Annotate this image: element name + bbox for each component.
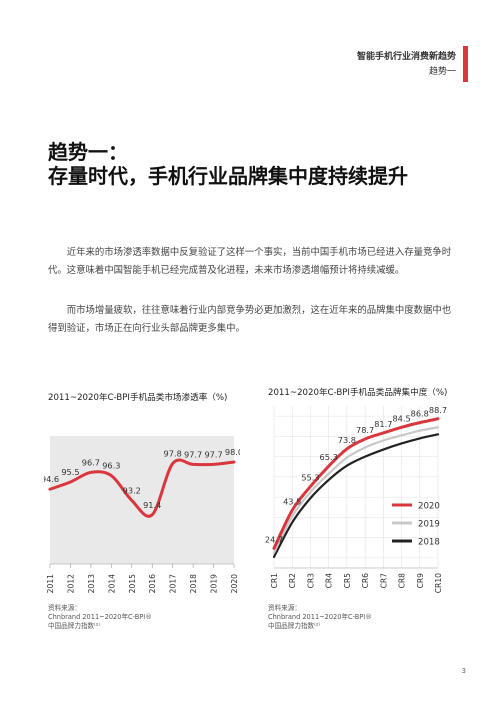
legend-label-2020: 2020	[418, 502, 440, 512]
data-label: 84.5	[392, 413, 410, 423]
data-label: 94.6	[44, 474, 59, 484]
x-tick-label: CR1	[270, 573, 279, 589]
x-tick-label: 2020	[230, 574, 239, 593]
penetration-line	[48, 458, 236, 518]
x-tick-label: CR10	[434, 573, 443, 593]
penetration-chart: 94.695.596.796.393.291.497.897.797.798.0…	[44, 436, 240, 593]
data-label: 98.0	[225, 447, 240, 457]
header-title: 智能手机行业消费新趋势	[356, 52, 456, 62]
x-tick-label: 2014	[107, 574, 116, 593]
data-label: 96.3	[102, 461, 120, 471]
chart2-source-label: 资料来源：	[268, 604, 301, 612]
data-label: 73.8	[338, 435, 356, 445]
x-tick-label: CR2	[288, 573, 297, 589]
x-tick-label: CR7	[379, 573, 388, 589]
x-tick-label: 2012	[66, 574, 75, 593]
heading-line-2: 存量时代，手机行业品牌集中度持续提升	[48, 164, 408, 188]
data-label: 93.2	[123, 485, 141, 495]
x-tick-label: 2018	[189, 574, 198, 593]
x-tick-label: 2016	[148, 574, 157, 593]
chart1-source-line1: Chnbrand 2011~2020年C-BPI®	[48, 613, 152, 621]
x-tick-label: CR8	[398, 573, 407, 589]
data-label: 97.7	[184, 449, 202, 459]
chart2-title: 2011~2020年C-BPI手机品类品牌集中度（%)	[268, 388, 448, 398]
x-tick-label: 2013	[87, 574, 96, 593]
series-line-2020	[272, 417, 440, 550]
paragraph-1: 近年来的市场渗透率数据中反复验证了这样一个事实，当前中国手机市场已经进入存量竞争…	[48, 247, 452, 276]
page-header: 智能手机行业消费新趋势 趋势一	[357, 50, 456, 80]
series-line-2018	[272, 433, 440, 558]
data-label: 97.7	[204, 449, 222, 459]
data-label: 86.8	[411, 409, 429, 419]
chart1-source-line2: 中国品牌力指数⁽²⁾	[48, 622, 101, 630]
x-tick-label: 2017	[169, 574, 178, 593]
x-tick-label: 2019	[210, 574, 219, 593]
paragraph-2: 而市场增量疲软，往往意味着行业内部竞争势必更加激烈，这在近年来的品牌集中度数据中…	[48, 305, 452, 334]
header-subtitle: 趋势一	[428, 67, 456, 77]
data-label: 78.7	[356, 425, 374, 435]
x-tick-label: CR3	[306, 573, 315, 589]
data-label: 97.8	[164, 449, 182, 459]
chart2-source-line2: 中国品牌力指数⁽²⁾	[268, 622, 321, 630]
chart1-title: 2011~2020年C-BPI手机品类市场渗透率（%)	[48, 393, 228, 403]
data-label: 88.7	[429, 405, 447, 415]
data-label: 65.3	[320, 452, 338, 462]
data-label: 91.4	[143, 500, 161, 510]
x-tick-label: CR6	[361, 573, 370, 589]
series-line-2019	[272, 426, 440, 554]
chart2-source: 资料来源： Chnbrand 2011~2020年C-BPI® 中国品牌力指数⁽…	[268, 604, 372, 631]
data-label: 43.5	[283, 496, 301, 506]
plot-band	[50, 436, 234, 564]
data-label: 96.7	[82, 457, 100, 467]
data-label: 95.5	[61, 467, 79, 477]
chart1-source-label: 资料来源：	[48, 604, 81, 612]
data-label: 55.3	[301, 472, 319, 482]
header-accent-bar	[463, 46, 468, 82]
x-tick-label: 2015	[128, 574, 137, 593]
legend-label-2018: 2018	[418, 538, 440, 548]
page-number: 3	[461, 667, 466, 675]
legend-label-2019: 2019	[418, 520, 440, 530]
section-heading: 趋势一： 存量时代，手机行业品牌集中度持续提升	[48, 140, 408, 188]
chart1-source: 资料来源： Chnbrand 2011~2020年C-BPI® 中国品牌力指数⁽…	[48, 604, 152, 631]
data-label: 81.7	[374, 419, 392, 429]
data-label: 24.7	[265, 534, 283, 544]
x-tick-label: CR5	[343, 573, 352, 589]
x-tick-label: CR9	[416, 573, 425, 589]
concentration-chart: 24.7 43.5 55.365.373.878.781.784.5 86.8 88.7…	[265, 405, 447, 593]
x-tick-label: 2011	[46, 574, 55, 593]
heading-line-1: 趋势一：	[48, 140, 128, 164]
chart2-source-line1: Chnbrand 2011~2020年C-BPI®	[268, 613, 372, 621]
x-tick-label: CR4	[325, 573, 334, 589]
